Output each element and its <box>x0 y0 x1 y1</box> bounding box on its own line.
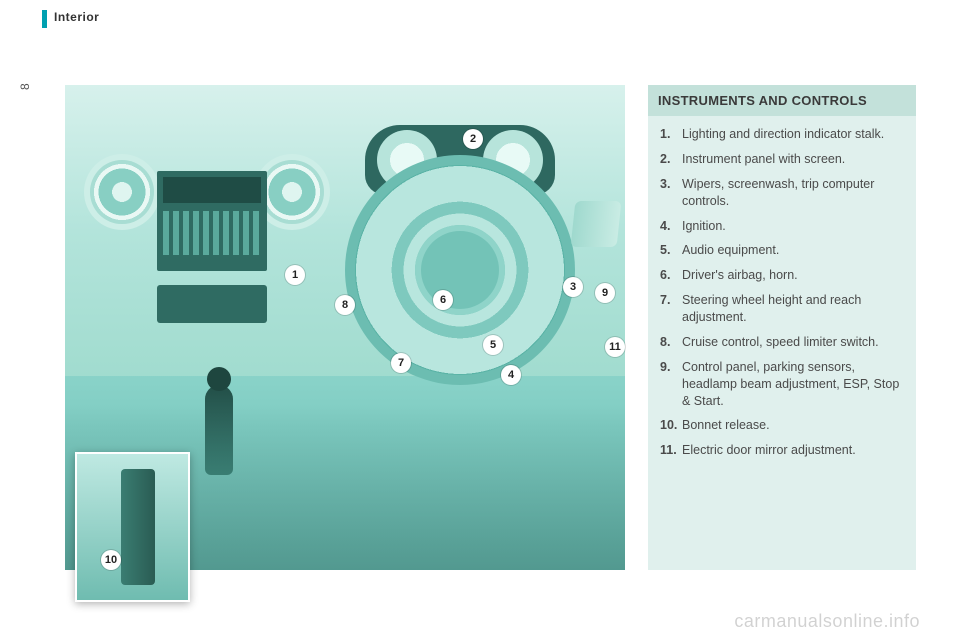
inset-pillar <box>121 469 154 586</box>
page-number: 8 <box>18 83 32 90</box>
list-item: 2.Instrument panel with screen. <box>660 151 904 168</box>
item-text: Driver's airbag, horn. <box>682 267 904 284</box>
section-header: Interior <box>54 10 99 24</box>
manual-page: Interior 8 1 2 3 4 5 6 7 8 9 11 10 <box>0 0 960 640</box>
item-number: 8. <box>660 334 682 351</box>
item-text: Steering wheel height and reach adjustme… <box>682 292 904 326</box>
steering-wheel-hub <box>415 225 505 315</box>
list-item: 4.Ignition. <box>660 218 904 235</box>
item-text: Ignition. <box>682 218 904 235</box>
bonnet-release-inset: 10 <box>75 452 190 602</box>
item-text: Wipers, screenwash, trip computer contro… <box>682 176 904 210</box>
list-item: 8.Cruise control, speed limiter switch. <box>660 334 904 351</box>
callout-2: 2 <box>463 129 483 149</box>
callout-11: 11 <box>605 337 625 357</box>
item-number: 10. <box>660 417 682 434</box>
item-text: Cruise control, speed limiter switch. <box>682 334 904 351</box>
item-number: 7. <box>660 292 682 326</box>
item-text: Audio equipment. <box>682 242 904 259</box>
center-stack-radio <box>157 171 267 271</box>
air-vent-left-inner <box>260 160 324 224</box>
item-text: Bonnet release. <box>682 417 904 434</box>
callout-5: 5 <box>483 335 503 355</box>
item-number: 1. <box>660 126 682 143</box>
item-text: Control panel, parking sensors, headlamp… <box>682 359 904 410</box>
air-vent-right <box>571 201 622 247</box>
callout-4: 4 <box>501 365 521 385</box>
list-item: 9.Control panel, parking sensors, headla… <box>660 359 904 410</box>
callout-10: 10 <box>101 550 121 570</box>
list-item: 5.Audio equipment. <box>660 242 904 259</box>
info-panel-list: 1.Lighting and direction indicator stalk… <box>648 116 916 477</box>
item-number: 6. <box>660 267 682 284</box>
list-item: 1.Lighting and direction indicator stalk… <box>660 126 904 143</box>
item-text: Lighting and direction indicator stalk. <box>682 126 904 143</box>
item-number: 3. <box>660 176 682 210</box>
item-number: 9. <box>660 359 682 410</box>
air-vent-left-outer <box>90 160 154 224</box>
item-number: 4. <box>660 218 682 235</box>
watermark: carmanualsonline.info <box>734 611 920 632</box>
item-text: Instrument panel with screen. <box>682 151 904 168</box>
callout-9: 9 <box>595 283 615 303</box>
steering-wheel <box>345 155 575 385</box>
callout-3: 3 <box>563 277 583 297</box>
callout-7: 7 <box>391 353 411 373</box>
item-number: 5. <box>660 242 682 259</box>
item-text: Electric door mirror adjustment. <box>682 442 904 459</box>
list-item: 3.Wipers, screenwash, trip computer cont… <box>660 176 904 210</box>
callout-8: 8 <box>335 295 355 315</box>
list-item: 11.Electric door mirror adjustment. <box>660 442 904 459</box>
info-panel: INSTRUMENTS AND CONTROLS 1.Lighting and … <box>648 85 916 570</box>
callout-1: 1 <box>285 265 305 285</box>
info-panel-title: INSTRUMENTS AND CONTROLS <box>648 85 916 116</box>
callout-6: 6 <box>433 290 453 310</box>
list-item: 10.Bonnet release. <box>660 417 904 434</box>
item-number: 2. <box>660 151 682 168</box>
header-accent <box>42 10 47 28</box>
climate-panel <box>157 285 267 323</box>
list-item: 7.Steering wheel height and reach adjust… <box>660 292 904 326</box>
list-item: 6.Driver's airbag, horn. <box>660 267 904 284</box>
item-number: 11. <box>660 442 682 459</box>
